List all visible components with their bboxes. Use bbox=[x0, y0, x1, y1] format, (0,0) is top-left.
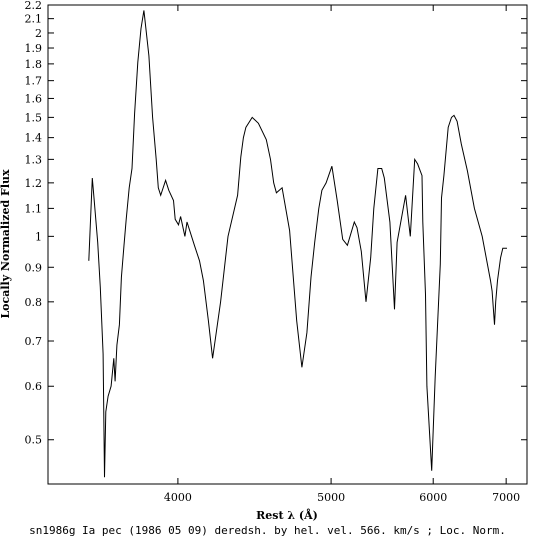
spectrum-caption: sn1986g Ia pec (1986 05 09) deredsh. by … bbox=[29, 524, 506, 537]
x-tick-label: 6000 bbox=[419, 491, 447, 504]
spectrum-line bbox=[88, 10, 507, 478]
y-tick-label: 1.7 bbox=[25, 75, 43, 88]
y-tick-label: 1.5 bbox=[25, 111, 43, 124]
y-tick-label: 0.7 bbox=[25, 335, 43, 348]
y-tick-label: 0.8 bbox=[25, 296, 43, 309]
y-tick-label: 1.6 bbox=[25, 92, 43, 105]
y-tick-label: 1.3 bbox=[25, 153, 43, 166]
y-tick-label: 1.9 bbox=[25, 42, 43, 55]
x-axis-label: Rest λ (Å) bbox=[256, 508, 318, 522]
x-tick-label: 7000 bbox=[492, 491, 520, 504]
plot-frame bbox=[47, 4, 528, 485]
y-tick-label: 1.1 bbox=[25, 202, 43, 215]
y-tick-label: 2 bbox=[35, 27, 42, 40]
y-tick-label: 0.6 bbox=[25, 380, 43, 393]
y-tick-label: 0.5 bbox=[25, 434, 43, 447]
y-tick-label: 1 bbox=[35, 230, 42, 243]
y-tick-label: 2.1 bbox=[25, 13, 43, 26]
y-tick-label: 1.4 bbox=[25, 132, 43, 145]
x-tick-label: 4000 bbox=[164, 491, 192, 504]
y-axis-label: Locally Normalized Flux bbox=[0, 169, 12, 319]
y-tick-label: 1.8 bbox=[25, 58, 43, 71]
y-tick-label: 2.2 bbox=[25, 0, 43, 12]
y-axis-ticks: 0.5 0.6 0.7 0.8 0.9 1 1.1 1.2 1.3 1.4 1.5 1.6 1.7 1.8… bbox=[25, 0, 527, 447]
x-axis-ticks: 4000 5000 6000 7000 bbox=[164, 5, 520, 504]
x-tick-label: 5000 bbox=[317, 491, 345, 504]
y-tick-label: 0.9 bbox=[25, 261, 43, 274]
y-tick-label: 1.2 bbox=[25, 177, 43, 190]
